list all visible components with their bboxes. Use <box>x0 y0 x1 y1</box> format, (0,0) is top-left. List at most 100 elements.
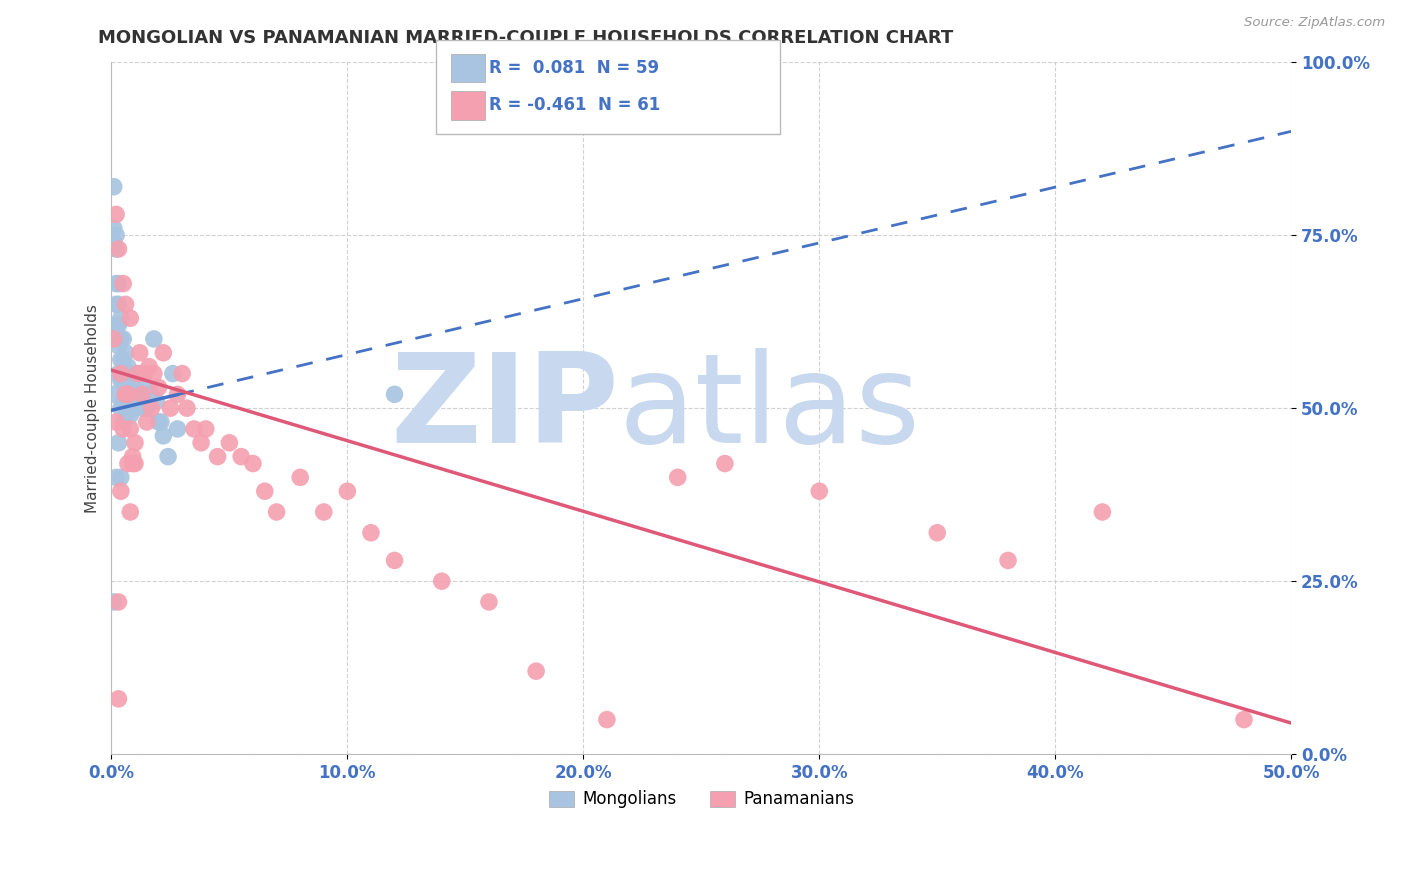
Point <box>135 401 157 416</box>
Point <box>107 435 129 450</box>
Point <box>105 415 128 429</box>
Point <box>105 277 128 291</box>
Point <box>103 332 125 346</box>
Legend: Mongolians, Panamanians: Mongolians, Panamanians <box>541 784 860 815</box>
Point <box>114 346 136 360</box>
Point <box>120 387 142 401</box>
Point <box>384 387 406 401</box>
Point <box>117 457 139 471</box>
Point <box>312 505 335 519</box>
Point <box>110 484 132 499</box>
Point <box>138 380 160 394</box>
Point <box>149 415 172 429</box>
Point <box>253 484 276 499</box>
Point <box>124 380 146 394</box>
Point <box>166 422 188 436</box>
Point <box>131 387 153 401</box>
Text: Source: ZipAtlas.com: Source: ZipAtlas.com <box>1244 16 1385 29</box>
Point <box>596 713 619 727</box>
Point <box>117 359 139 374</box>
Point <box>121 450 143 464</box>
Point <box>105 318 128 332</box>
Point <box>142 367 165 381</box>
Point <box>120 422 142 436</box>
Y-axis label: Married-couple Households: Married-couple Households <box>86 304 100 513</box>
Point <box>148 415 170 429</box>
Point <box>172 367 194 381</box>
Point <box>145 394 167 409</box>
Point <box>478 595 501 609</box>
Point <box>114 408 136 422</box>
Point <box>266 505 288 519</box>
Point <box>117 387 139 401</box>
Point <box>152 346 174 360</box>
Point <box>121 457 143 471</box>
Point <box>142 332 165 346</box>
Point <box>112 374 135 388</box>
Point <box>120 408 142 422</box>
Point <box>110 367 132 381</box>
Point <box>183 422 205 436</box>
Point <box>384 553 406 567</box>
Point <box>103 221 125 235</box>
Text: ZIP: ZIP <box>389 348 619 468</box>
Point <box>152 429 174 443</box>
Point <box>1233 713 1256 727</box>
Point <box>927 525 949 540</box>
Point <box>120 505 142 519</box>
Point <box>808 484 831 499</box>
Point <box>107 242 129 256</box>
Point <box>157 450 180 464</box>
Point <box>666 470 689 484</box>
Point <box>162 367 184 381</box>
Point <box>112 352 135 367</box>
Point <box>131 401 153 416</box>
Point <box>124 401 146 416</box>
Point <box>105 207 128 221</box>
Point <box>110 374 132 388</box>
Point <box>112 394 135 409</box>
Point <box>231 450 253 464</box>
Point <box>360 525 382 540</box>
Text: atlas: atlas <box>619 348 921 468</box>
Point <box>114 367 136 381</box>
Point <box>134 367 156 381</box>
Point <box>107 595 129 609</box>
Point <box>105 242 128 256</box>
Point <box>103 235 125 249</box>
Point <box>141 387 163 401</box>
Point <box>997 553 1019 567</box>
Point <box>107 318 129 332</box>
Point <box>105 470 128 484</box>
Point <box>141 401 163 416</box>
Point <box>114 297 136 311</box>
Point <box>107 367 129 381</box>
Point <box>524 664 547 678</box>
Point <box>103 179 125 194</box>
Point <box>138 359 160 374</box>
Point <box>112 332 135 346</box>
Point <box>112 277 135 291</box>
Point <box>124 457 146 471</box>
Point <box>110 332 132 346</box>
Point <box>110 470 132 484</box>
Point <box>207 450 229 464</box>
Point <box>190 435 212 450</box>
Point <box>117 380 139 394</box>
Point <box>218 435 240 450</box>
Point <box>105 228 128 243</box>
Point <box>128 367 150 381</box>
Point <box>103 387 125 401</box>
Point <box>124 435 146 450</box>
Point <box>107 277 129 291</box>
Point <box>112 422 135 436</box>
Point <box>148 380 170 394</box>
Point <box>120 367 142 381</box>
Point <box>114 387 136 401</box>
Point <box>135 415 157 429</box>
Point <box>107 339 129 353</box>
Text: MONGOLIAN VS PANAMANIAN MARRIED-COUPLE HOUSEHOLDS CORRELATION CHART: MONGOLIAN VS PANAMANIAN MARRIED-COUPLE H… <box>98 29 953 46</box>
Point <box>242 457 264 471</box>
Point <box>176 401 198 416</box>
Point <box>107 691 129 706</box>
